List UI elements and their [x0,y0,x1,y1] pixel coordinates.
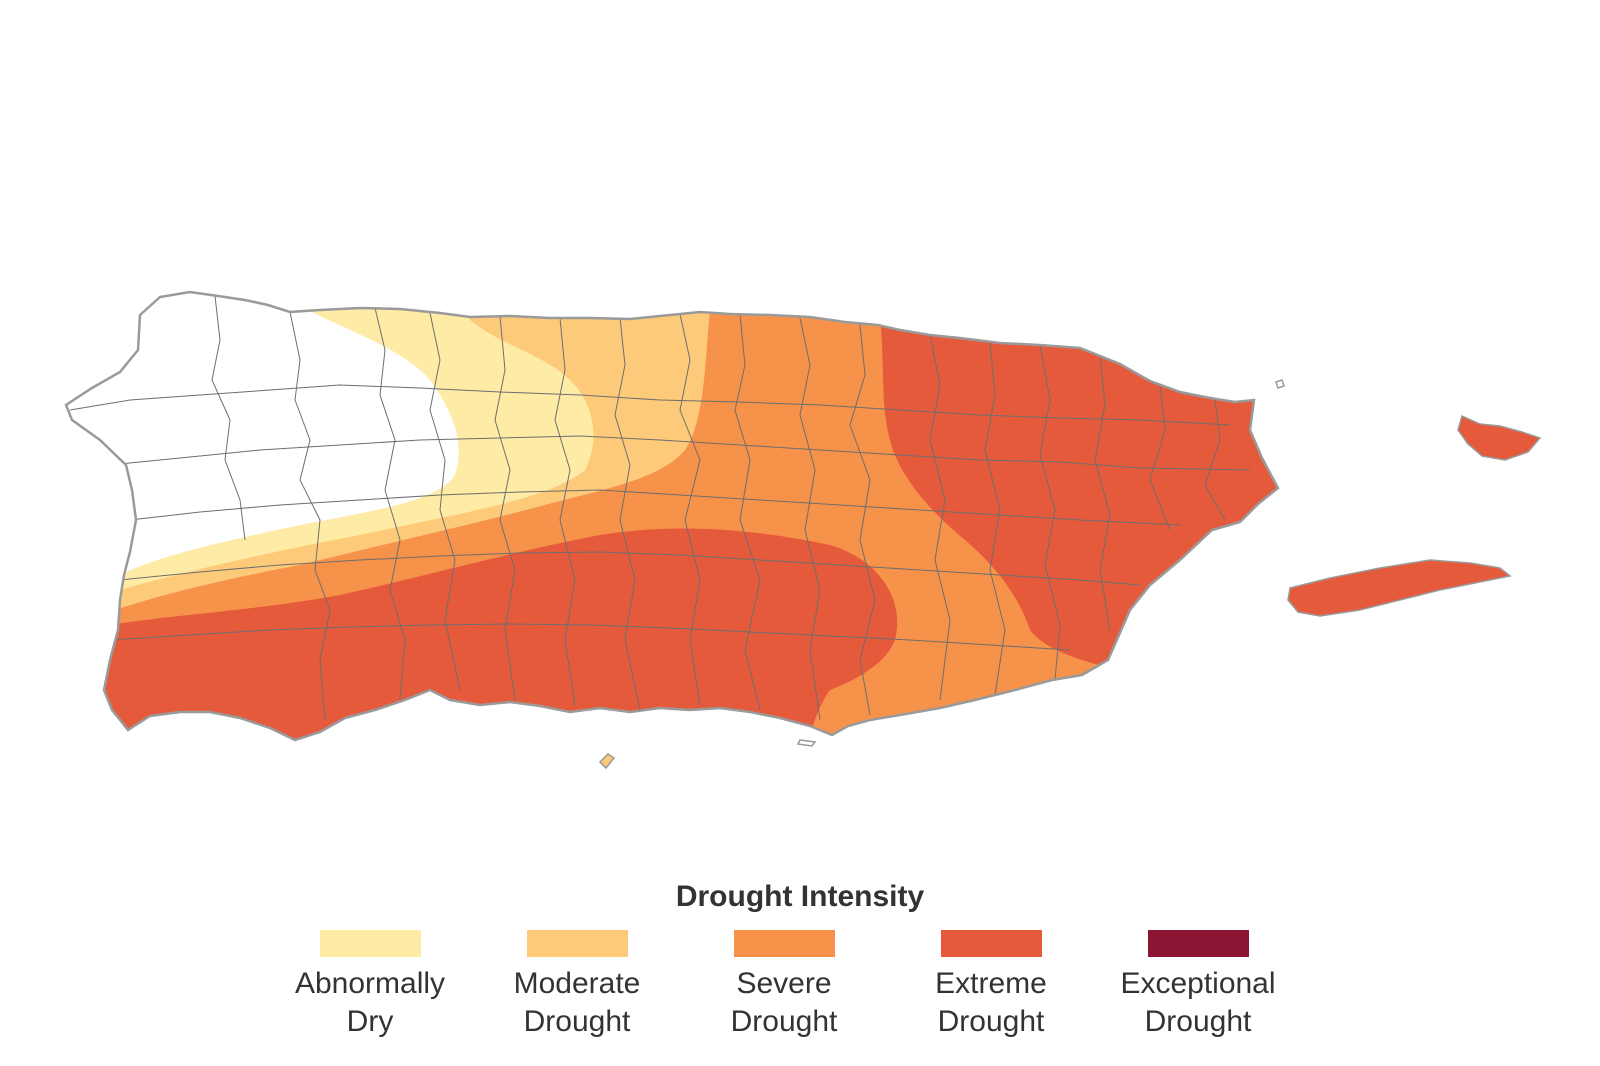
small-key-island [1275,379,1285,389]
legend-item-moderate-drought: Moderate Drought [477,930,677,1041]
legend-label: Abnormally Dry [294,967,446,1038]
puerto-rico-map [64,290,1542,770]
legend-swatch [1147,930,1249,957]
legend-swatch [940,930,1042,957]
legend-label: Severe Drought [730,967,838,1038]
legend-title: Drought Intensity [675,880,925,913]
legend-label: Moderate Drought [513,967,641,1038]
small-key-island [796,739,817,747]
legend-swatch [526,930,628,957]
legend: Drought Intensity Abnormally Dry Moderate… [0,880,1600,1060]
legend-swatch [319,930,421,957]
drought-zones [66,292,1278,740]
drought-map [64,290,1542,770]
legend-swatch [733,930,835,957]
caja-de-muertos-island [598,753,616,770]
vieques-island [1287,559,1512,617]
legend-label: Extreme Drought [935,967,1047,1038]
legend-item-exceptional-drought: Exceptional Drought [1098,930,1298,1041]
legend-item-severe-drought: Severe Drought [684,930,884,1041]
legend-item-extreme-drought: Extreme Drought [891,930,1091,1041]
legend-item-abnormally-dry: Abnormally Dry [270,930,470,1041]
culebra-island [1457,414,1542,461]
zone-extreme-drought-south [100,528,898,740]
municipal-boundaries [69,295,1251,721]
legend-label: Exceptional Drought [1120,967,1276,1038]
puerto-rico-outline [64,290,1280,742]
